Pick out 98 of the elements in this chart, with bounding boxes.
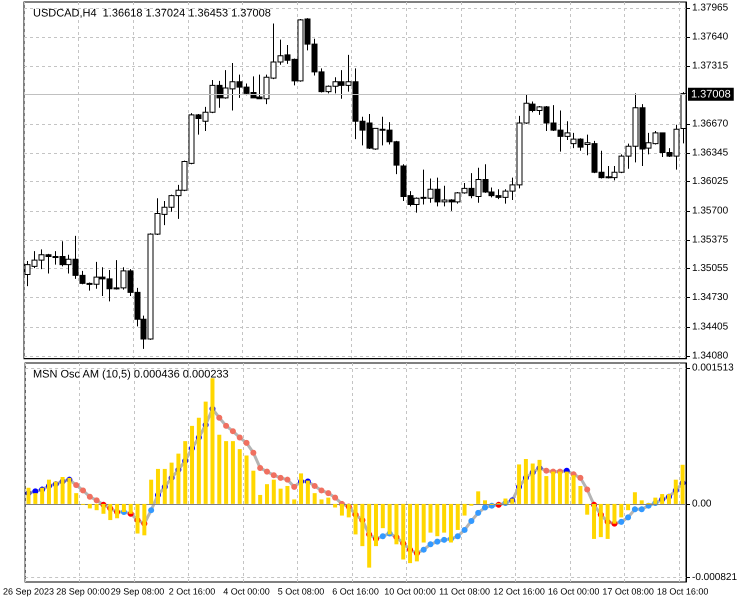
y-tick-label: 1.34080 xyxy=(692,350,729,362)
bar xyxy=(674,480,678,504)
y-tick-label: 1.35055 xyxy=(692,263,729,274)
bar xyxy=(162,468,167,504)
bar xyxy=(60,476,65,504)
bar xyxy=(414,504,419,562)
bar xyxy=(394,504,398,544)
bar xyxy=(217,434,222,504)
bar xyxy=(538,460,542,504)
x-tick-label: 4 Oct 00:00 xyxy=(223,586,270,596)
bar xyxy=(142,504,146,536)
bar xyxy=(435,504,440,536)
x-tick-label: 17 Oct 08:00 xyxy=(602,586,654,596)
x-tick-label: 12 Oct 16:00 xyxy=(493,586,545,596)
bar xyxy=(46,480,51,504)
bar xyxy=(156,468,160,504)
bar xyxy=(278,488,283,504)
bar xyxy=(585,504,590,515)
bar xyxy=(312,493,317,504)
x-tick-label: 18 Oct 16:00 xyxy=(656,586,708,596)
y-tick-label: 0.00 xyxy=(692,498,712,510)
bar xyxy=(292,499,296,504)
bar xyxy=(204,402,208,504)
chart-title: USDCAD,H4 1.36618 1.37024 1.36453 1.37008 xyxy=(33,8,271,20)
bar xyxy=(680,464,685,504)
x-tick-label: 26 Sep 2023 xyxy=(2,586,54,596)
bar xyxy=(456,504,460,530)
bar xyxy=(448,504,453,543)
bar xyxy=(74,493,78,504)
bar xyxy=(108,504,112,520)
bar xyxy=(598,504,603,538)
x-tick-label: 11 Oct 08:00 xyxy=(439,586,490,596)
bar xyxy=(136,504,140,534)
bar xyxy=(230,441,235,504)
y-tick-label: 1.36025 xyxy=(692,176,729,188)
y-tick-label: 1.34730 xyxy=(692,292,729,304)
bar xyxy=(176,454,180,504)
chart-title: MSN Osc AM (10,5) 0.000436 0.000233 xyxy=(33,368,229,380)
y-tick-label: 1.35700 xyxy=(692,205,729,216)
bar xyxy=(258,494,262,504)
bar xyxy=(196,418,201,504)
bar xyxy=(476,491,480,504)
bar xyxy=(544,476,548,504)
bar xyxy=(54,481,58,504)
bar xyxy=(462,504,467,516)
y-tick-label: 1.35375 xyxy=(692,234,729,246)
y-tick-label: 1.37640 xyxy=(692,31,729,42)
x-tick-label: 10 Oct 00:00 xyxy=(384,586,436,596)
y-tick-label: 1.36345 xyxy=(692,148,729,159)
bar xyxy=(224,441,228,504)
bar xyxy=(67,478,72,504)
x-tick-label: 28 Sep 00:00 xyxy=(56,586,110,596)
bar xyxy=(183,441,188,504)
bar xyxy=(88,504,92,508)
bar xyxy=(149,480,154,504)
bar xyxy=(299,473,304,504)
bar xyxy=(210,378,214,504)
bar xyxy=(422,504,426,543)
bar xyxy=(380,504,385,528)
y-tick-label: -0.000821 xyxy=(692,572,738,584)
x-tick-label: 29 Sep 08:00 xyxy=(110,586,164,596)
y-tick-label: 0.001513 xyxy=(692,362,734,374)
bar xyxy=(367,504,372,568)
bar xyxy=(244,455,249,504)
x-tick-label: 5 Oct 08:00 xyxy=(278,586,324,596)
x-tick-label: 6 Oct 16:00 xyxy=(332,586,379,596)
bar xyxy=(578,486,582,504)
ref-line-label: 1.37008 xyxy=(691,88,731,100)
bar xyxy=(517,464,522,504)
bar xyxy=(632,492,637,504)
bar xyxy=(640,500,644,504)
bar xyxy=(251,470,256,504)
bar xyxy=(115,504,120,518)
bar xyxy=(428,504,432,533)
bar xyxy=(401,504,406,560)
bar xyxy=(319,499,324,504)
bar xyxy=(190,426,194,504)
bar xyxy=(264,484,269,504)
bar xyxy=(524,459,528,504)
bar xyxy=(346,504,351,518)
bar xyxy=(40,488,44,504)
bar xyxy=(354,504,358,534)
bar xyxy=(238,449,242,504)
bar xyxy=(606,504,610,539)
bar xyxy=(26,488,31,504)
x-tick-label: 2 Oct 16:00 xyxy=(168,586,216,596)
x-tick-label: 16 Oct 00:00 xyxy=(548,586,600,596)
bar xyxy=(442,504,446,533)
y-tick-label: 1.37315 xyxy=(692,60,729,72)
bar xyxy=(360,504,364,546)
bar xyxy=(408,504,412,564)
y-tick-label: 1.37965 xyxy=(692,2,729,14)
bar xyxy=(374,504,378,546)
bar xyxy=(285,486,290,504)
bar xyxy=(170,462,174,504)
bar xyxy=(530,464,535,504)
y-tick-label: 1.34405 xyxy=(692,321,729,332)
y-tick-label: 1.36670 xyxy=(692,118,729,130)
